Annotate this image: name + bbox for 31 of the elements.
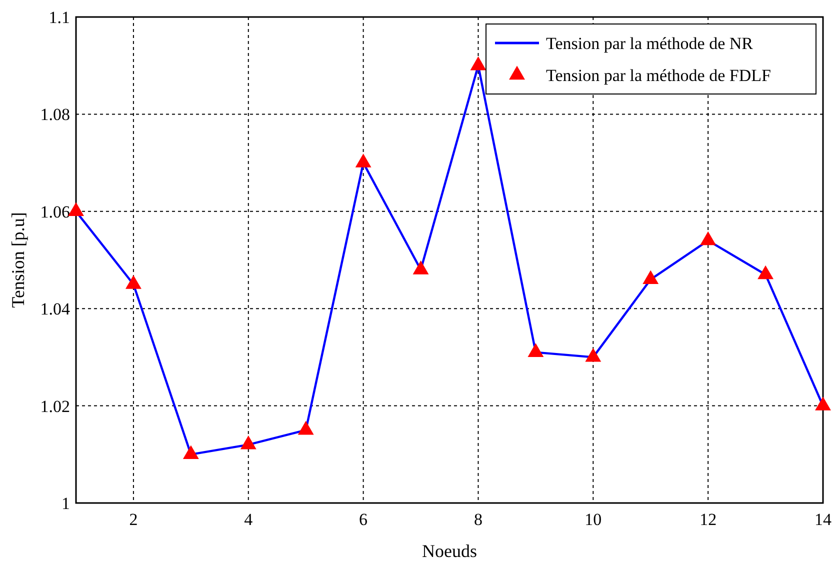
x-axis-title: Noeuds: [422, 541, 477, 561]
point: [68, 202, 84, 216]
x-tick-label: 6: [359, 510, 368, 529]
y-tick-label: 1.02: [40, 396, 70, 416]
x-tick-label: 2: [129, 510, 138, 529]
point: [470, 56, 486, 70]
x-tick-label: 8: [474, 510, 482, 529]
point: [355, 154, 372, 168]
point: [700, 231, 716, 246]
legend-label: Tension par la méthode de FDLF: [546, 66, 771, 85]
point: [585, 348, 602, 362]
y-tick-label: 1.04: [40, 300, 70, 319]
x-tick-label: 10: [584, 510, 602, 529]
point: [182, 445, 199, 459]
x-tick-label: 12: [700, 510, 717, 529]
point: [412, 260, 429, 274]
point: [125, 275, 142, 289]
x-tick-label: 4: [244, 510, 254, 529]
point: [528, 343, 544, 357]
legend-label: Tension par la méthode de NR: [546, 34, 754, 53]
point: [642, 270, 659, 284]
y-tick-label: 1: [62, 494, 70, 513]
x-tick-label: 14: [814, 510, 832, 529]
y-tick-label: 1.06: [40, 202, 70, 222]
point: [758, 265, 774, 280]
point: [298, 420, 314, 435]
y-tick-label: 1.1: [48, 8, 70, 27]
y-axis-title: Tension [p.u]: [8, 212, 28, 308]
point: [240, 435, 256, 450]
point: [815, 396, 831, 410]
y-tick-label: 1.08: [40, 105, 70, 124]
